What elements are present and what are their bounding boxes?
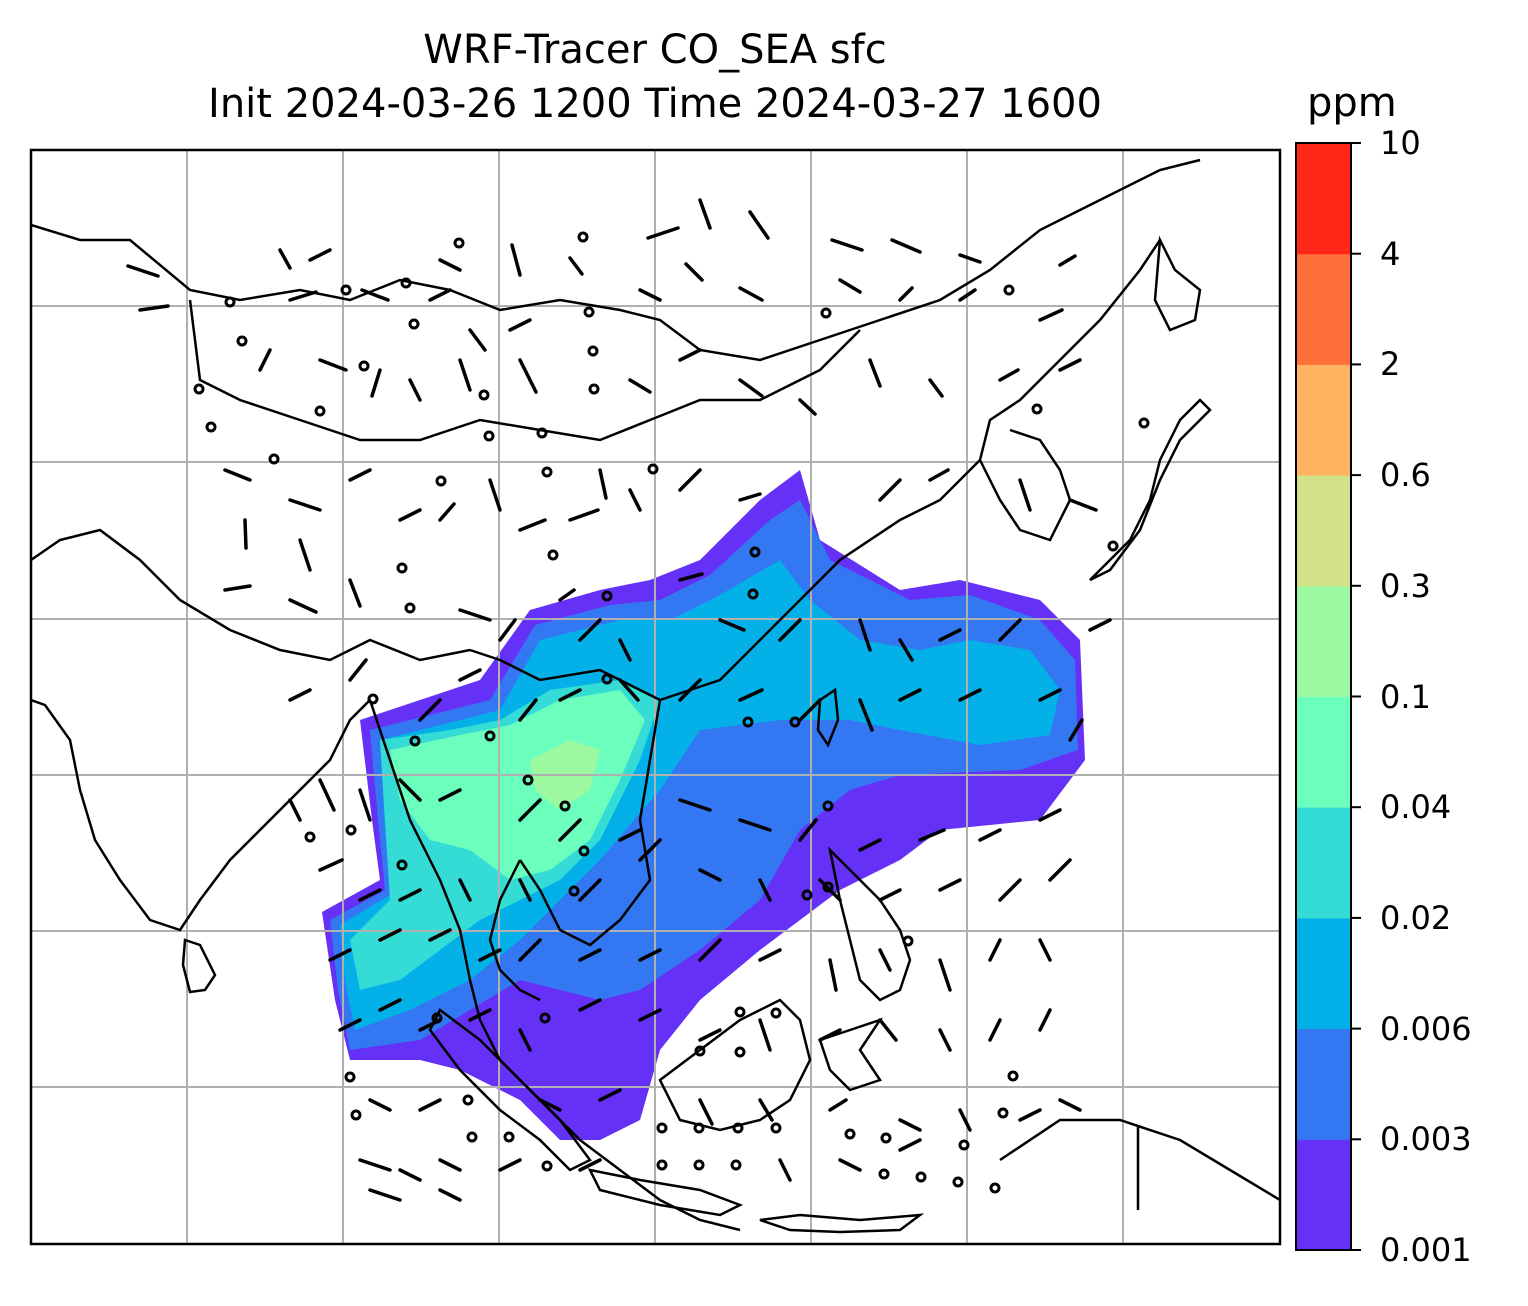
- philippines-coastline: [827, 846, 912, 1002]
- china-southwest-border: [469, 648, 661, 702]
- colorbar-segment-4: [1296, 696, 1351, 808]
- chart-title-line1: WRF-Tracer CO_SEA sfc: [423, 27, 887, 73]
- sumatra-coastline: [428, 1008, 592, 1172]
- sri-lanka-coastline: [181, 938, 217, 994]
- vietnam-coastline: [518, 699, 662, 947]
- colorbar-tick-label: 0.003: [1380, 1120, 1472, 1159]
- colorbar-tick-label: 0.1: [1380, 677, 1431, 716]
- colorbar-segment-1: [1296, 1028, 1351, 1140]
- colorbar: [1295, 142, 1361, 1251]
- colorbar-tick-label: 10: [1380, 124, 1421, 162]
- colorbar-tick-label: 0.006: [1380, 1009, 1472, 1048]
- coastlines: [31, 158, 1280, 1234]
- korea-peninsula: [978, 428, 1072, 542]
- wind-barbs: [126, 198, 1112, 1202]
- colorbar-segment-5: [1296, 585, 1351, 697]
- concentration-band-0.006: [340, 560, 1060, 1030]
- india-coastline: [31, 698, 371, 932]
- colorbar-tick-label: 2: [1380, 345, 1401, 384]
- south-asia-border: [31, 528, 471, 662]
- colorbar-segment-6: [1296, 475, 1351, 587]
- china-coastline: [659, 239, 1162, 702]
- colorbar-tick-label: 0.6: [1380, 456, 1431, 495]
- hokkaido-coastline: [1153, 235, 1202, 332]
- taiwan-coastline: [816, 687, 840, 748]
- sulawesi-coastline: [818, 1017, 884, 1092]
- chart-title-line2: Init 2024-03-26 1200 Time 2024-03-27 160…: [208, 81, 1102, 127]
- calm-wind-circles: [193, 231, 1150, 1194]
- borneo-coastline: [658, 998, 812, 1132]
- japan-coastline: [1089, 398, 1212, 582]
- map-frame: [29, 148, 1282, 1246]
- mongolia-border: [188, 299, 861, 442]
- map-area: [31, 150, 1280, 1244]
- colorbar-tick-label: 4: [1380, 234, 1401, 273]
- colorbar-segment-3: [1296, 807, 1351, 919]
- colorbar-segment-7: [1296, 364, 1351, 476]
- colorbar-segment-0: [1296, 1139, 1351, 1251]
- concentration-band-0.04: [390, 690, 645, 880]
- timor-coastline: [759, 1213, 925, 1234]
- colorbar-tick-label: 0.3: [1380, 566, 1431, 605]
- gulf-of-thailand: [488, 859, 541, 1002]
- new-guinea-coastline: [999, 1118, 1280, 1202]
- colorbar-tick-label: 0.02: [1380, 898, 1452, 937]
- colorbar-segment-2: [1296, 917, 1351, 1030]
- colorbar-segment-9: [1296, 143, 1351, 255]
- colorbar-tick-label: 0.04: [1380, 788, 1452, 827]
- colorbar-tick-label: 0.001: [1380, 1231, 1472, 1269]
- colorbar-unit-label: ppm: [1307, 80, 1397, 126]
- java-coastline: [587, 1168, 744, 1217]
- indochina-coastline: [368, 699, 741, 1232]
- colorbar-segment-8: [1296, 253, 1351, 365]
- russia-border: [31, 158, 1201, 362]
